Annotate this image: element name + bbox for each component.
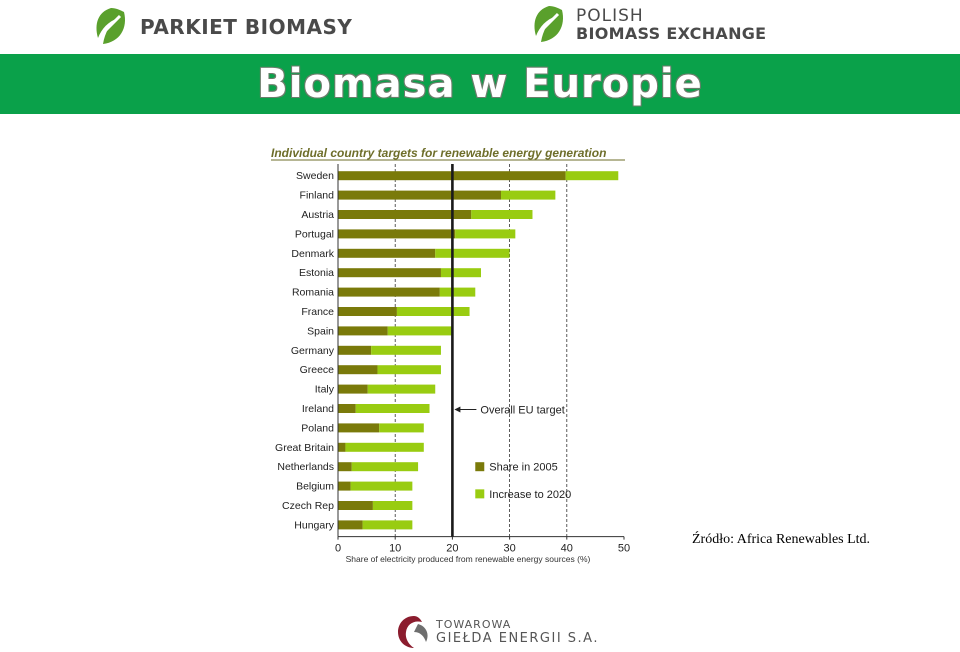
- bar-share-2005: [338, 501, 373, 510]
- bar-increase-2020: [501, 190, 556, 200]
- x-tick-label: 50: [618, 543, 630, 555]
- leaf-logo-icon: [534, 6, 564, 42]
- bar-increase-2020: [345, 442, 424, 452]
- category-label: Austria: [301, 209, 334, 221]
- legend-swatch-increase-2020: [475, 489, 485, 499]
- x-tick-label: 20: [446, 543, 458, 555]
- bar-increase-2020: [396, 307, 470, 316]
- source-note: Źródło: Africa Renewables Ltd.: [692, 532, 871, 547]
- bar-share-2005: [338, 365, 378, 375]
- parkiet-biomasy-logo: PARKIET BIOMASY: [90, 6, 352, 48]
- bar-share-2005: [338, 210, 472, 219]
- bar-increase-2020: [379, 423, 424, 433]
- x-tick-label: 0: [335, 543, 341, 555]
- tge-swirl-icon: [398, 616, 428, 648]
- logo-left-text: PARKIET BIOMASY: [140, 15, 353, 39]
- x-tick-label: 30: [503, 543, 515, 555]
- bar-increase-2020: [440, 268, 481, 278]
- bar-share-2005: [338, 384, 368, 394]
- bar-increase-2020: [371, 345, 441, 355]
- polish-biomass-exchange-logo: POLISH BIOMASS EXCHANGE: [528, 4, 766, 46]
- leaf-logo-icon: [96, 8, 126, 44]
- category-label: Ireland: [302, 403, 334, 415]
- bar-share-2005: [338, 442, 346, 452]
- legend-label-increase-2020: Increase to 2020: [489, 489, 571, 501]
- bar-share-2005: [338, 345, 372, 355]
- page-title: Biomasa w Europie: [257, 61, 703, 107]
- category-label: Portugal: [295, 228, 334, 240]
- legend-label-share-2005: Share in 2005: [489, 462, 558, 474]
- bar-share-2005: [338, 462, 352, 472]
- logo-right-line2: BIOMASS EXCHANGE: [576, 24, 767, 43]
- footer-line1: TOWAROWA: [436, 618, 512, 631]
- bar-share-2005: [338, 520, 363, 530]
- bar-share-2005: [338, 326, 388, 336]
- bar-increase-2020: [471, 210, 533, 219]
- x-axis-label: Share of electricity produced from renew…: [346, 554, 591, 564]
- eu-target-label: Overall EU target: [480, 405, 564, 417]
- category-label: Netherlands: [277, 461, 334, 473]
- bar-increase-2020: [377, 365, 441, 375]
- category-label: Estonia: [299, 267, 334, 279]
- bar-share-2005: [338, 404, 356, 413]
- eu-target-arrowhead: [454, 406, 461, 413]
- category-label: Germany: [291, 345, 335, 357]
- category-label: Italy: [315, 384, 335, 396]
- category-label: Spain: [307, 325, 334, 337]
- bar-share-2005: [338, 248, 436, 258]
- bar-increase-2020: [350, 481, 413, 491]
- x-tick-label: 40: [561, 543, 573, 555]
- bar-increase-2020: [372, 501, 413, 510]
- title-banner: Biomasa w Europie: [0, 54, 960, 114]
- footer-line2: GIEŁDA ENERGII S.A.: [436, 631, 599, 646]
- renewable-targets-chart: Individual country targets for renewable…: [271, 146, 630, 564]
- category-label: Czech Rep: [282, 500, 334, 512]
- bar-share-2005: [338, 190, 502, 200]
- bar-share-2005: [338, 481, 351, 491]
- category-label: Greece: [300, 364, 335, 376]
- bar-increase-2020: [455, 229, 516, 239]
- chart-title: Individual country targets for renewable…: [271, 146, 606, 160]
- category-label: Hungary: [294, 519, 334, 531]
- bar-increase-2020: [355, 404, 430, 413]
- bar-increase-2020: [351, 462, 419, 472]
- logo-right-line1: POLISH: [576, 6, 644, 26]
- legend-swatch-share-2005: [475, 462, 485, 472]
- tge-logo: TOWAROWA GIEŁDA ENERGII S.A.: [396, 614, 599, 650]
- bar-increase-2020: [435, 248, 510, 258]
- bar-share-2005: [338, 423, 380, 433]
- category-label: France: [301, 306, 334, 318]
- category-label: Sweden: [296, 170, 334, 182]
- bar-increase-2020: [362, 520, 413, 530]
- bar-share-2005: [338, 307, 397, 316]
- bar-share-2005: [338, 287, 440, 297]
- bar-share-2005: [338, 229, 456, 239]
- category-label: Denmark: [291, 248, 334, 260]
- bar-increase-2020: [367, 384, 436, 394]
- category-label: Great Britain: [275, 442, 334, 454]
- category-label: Romania: [292, 287, 334, 299]
- bar-increase-2020: [387, 326, 453, 336]
- bar-share-2005: [338, 268, 441, 278]
- x-tick-label: 10: [389, 543, 401, 555]
- bar-increase-2020: [565, 171, 619, 181]
- bar-increase-2020: [439, 287, 476, 297]
- category-label: Belgium: [296, 481, 334, 493]
- category-label: Finland: [300, 190, 335, 202]
- category-label: Poland: [301, 422, 334, 434]
